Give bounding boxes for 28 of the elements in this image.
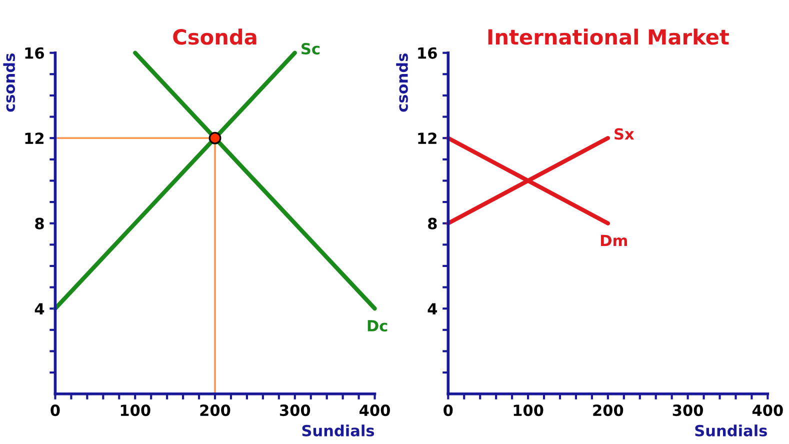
x-tick-label: 100	[514, 404, 544, 416]
chart-title: International Market	[488, 28, 729, 45]
x-tick-label: 100	[120, 404, 150, 416]
series-label: Sx	[614, 128, 634, 140]
y-tick-label: 16	[418, 47, 437, 59]
y-axis-title: csonds	[3, 54, 16, 112]
y-tick-label: 8	[428, 218, 437, 230]
x-tick-label: 0	[50, 404, 60, 416]
y-tick-label: 12	[418, 132, 436, 144]
y-tick-label: 4	[428, 303, 438, 314]
chart-title: Csonda	[173, 28, 256, 45]
x-tick-label: 200	[593, 404, 624, 416]
series-label: Dc	[368, 320, 388, 332]
y-tick-label: 16	[25, 47, 44, 59]
series-label: Sc	[302, 42, 320, 54]
x-axis-title: Sundials	[302, 424, 374, 436]
x-tick-label: 300	[280, 404, 310, 416]
x-tick-label: 300	[672, 404, 704, 416]
x-tick-label: 200	[200, 404, 230, 416]
x-tick-label: 400	[360, 404, 390, 416]
x-tick-label: 0	[444, 404, 453, 416]
y-axis-title: csonds	[396, 54, 408, 112]
x-axis-title: Sundials	[695, 424, 767, 436]
y-tick-label: 4	[34, 303, 44, 314]
y-tick-label: 8	[35, 218, 44, 230]
x-tick-label: 400	[752, 404, 783, 416]
y-tick-label: 12	[25, 132, 44, 144]
series-label: Dm	[600, 234, 627, 246]
